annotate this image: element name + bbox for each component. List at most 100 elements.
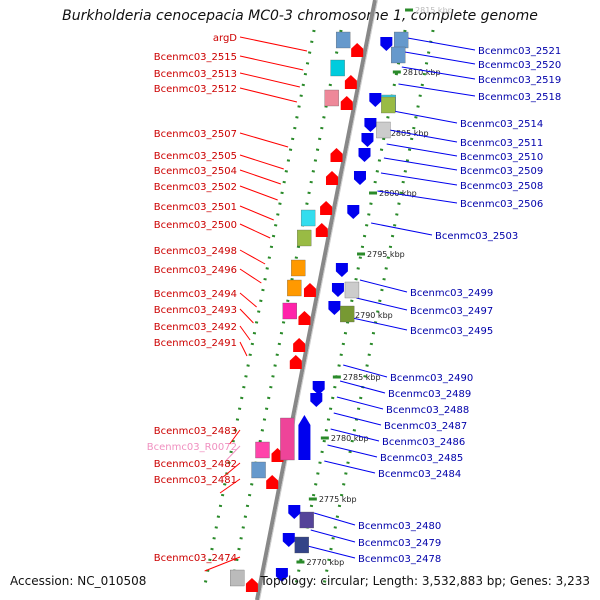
gene-label-right: Bcenmc03_2487 xyxy=(384,421,467,432)
gene-label-left: Bcenmc03_2507 xyxy=(154,129,237,140)
gene-leader-right xyxy=(389,129,458,143)
gene-leader-right xyxy=(327,444,378,458)
gene-leader-right xyxy=(310,529,356,543)
gene-feature-left xyxy=(291,259,306,277)
gene-label-right: Bcenmc03_2499 xyxy=(410,288,493,299)
gene-label-right: Bcenmc03_2519 xyxy=(478,75,561,86)
gene-leader-left xyxy=(239,223,271,239)
gene-leader-left xyxy=(219,478,241,494)
gene-leader-right xyxy=(336,396,384,410)
gene-label-right: Bcenmc03_2521 xyxy=(478,46,561,57)
gene-leader-right xyxy=(407,37,476,51)
gene-leader-right xyxy=(404,51,476,65)
gene-leader-left xyxy=(239,36,308,52)
scale-tick-label: 2775 kbp xyxy=(319,495,357,504)
accession-text: Accession: NC_010508 xyxy=(10,574,147,588)
gene-leader-right xyxy=(398,83,476,97)
gene-label-left: Bcenmc03_2505 xyxy=(154,151,237,162)
topology-text: Topology: circular; Length: 3,532,883 bp… xyxy=(260,574,590,588)
gene-feature-right xyxy=(391,46,406,64)
gene-label-right: Bcenmc03_2478 xyxy=(358,554,441,565)
gene-leader-right xyxy=(401,66,476,80)
gene-feature-right xyxy=(364,118,377,132)
gene-feature-right xyxy=(312,381,325,395)
gene-leader-right xyxy=(343,364,388,378)
scale-tick-label: 2795 kbp xyxy=(367,250,405,259)
gene-feature-right xyxy=(358,148,371,162)
gene-leader-left xyxy=(239,341,248,357)
gene-feature-left xyxy=(335,31,351,49)
gene-leader-right xyxy=(359,279,408,293)
gene-feature-left xyxy=(298,311,311,325)
gene-label-left: Bcenmc03_2474 xyxy=(154,553,237,564)
gene-label-right: Bcenmc03_2518 xyxy=(478,92,561,103)
gene-label-left: Bcenmc03_2502 xyxy=(154,182,237,193)
gene-feature-left xyxy=(325,171,338,185)
gene-feature-left xyxy=(255,441,270,459)
gene-feature-left xyxy=(297,229,312,247)
gene-leader-left xyxy=(239,55,304,71)
gene-label-right: Bcenmc03_2506 xyxy=(460,199,543,210)
backbone-highlight xyxy=(258,0,378,600)
gene-leader-left xyxy=(229,429,241,445)
gene-label-left: Bcenmc03_2492 xyxy=(154,322,237,333)
gene-leader-left xyxy=(222,462,241,478)
gene-label-left: Bcenmc03_2494 xyxy=(154,289,237,300)
gene-label-right: Bcenmc03_2520 xyxy=(478,60,561,71)
gene-leader-left xyxy=(239,154,284,170)
gene-feature-right-large xyxy=(298,415,311,460)
gene-feature-left xyxy=(330,148,343,162)
gene-leader-right xyxy=(386,143,458,157)
gene-label-left: Bcenmc03_2481 xyxy=(154,475,237,486)
scale-tick-label: 2800 kbp xyxy=(379,189,417,198)
gene-leader-right xyxy=(393,110,458,124)
gene-leader-left xyxy=(239,249,266,265)
gene-leader-right xyxy=(371,222,433,236)
scale-tick-label: 2780 kbp xyxy=(331,434,369,443)
gene-leader-left xyxy=(204,556,241,572)
gene-leader-right xyxy=(377,190,458,204)
gene-feature-right xyxy=(282,533,295,547)
gene-leader-right xyxy=(333,412,382,426)
gene-feature-left xyxy=(287,279,302,297)
gene-feature-right xyxy=(335,263,348,277)
gene-leader-right xyxy=(352,317,408,331)
gene-label-left: Bcenmc03_2500 xyxy=(154,220,237,231)
gene-feature-right xyxy=(328,301,341,315)
gene-feature-left xyxy=(303,283,316,297)
gene-leader-left xyxy=(239,185,278,201)
gene-feature-right xyxy=(275,568,288,582)
gene-feature-right xyxy=(294,536,309,554)
gene-feature-right xyxy=(381,96,396,114)
gene-feature-left xyxy=(293,338,306,352)
gene-feature-right xyxy=(288,505,301,519)
gene-label-right: Bcenmc03_2480 xyxy=(358,521,441,532)
gene-label-right: Bcenmc03_2509 xyxy=(460,166,543,177)
gene-leader-right xyxy=(307,545,356,559)
gene-feature-right xyxy=(393,31,409,49)
gene-feature-right xyxy=(299,511,314,529)
gene-label-right: Bcenmc03_2514 xyxy=(460,119,543,130)
gene-feature-right xyxy=(380,37,393,51)
gene-label-left: Bcenmc03_2515 xyxy=(154,52,237,63)
gene-label-left: Bcenmc03_2483 xyxy=(154,426,237,437)
gene-feature-left xyxy=(330,59,345,77)
gene-label-right: Bcenmc03_2489 xyxy=(388,389,471,400)
gene-feature-left-large xyxy=(280,417,295,461)
gene-leader-left xyxy=(226,445,241,461)
gene-feature-left xyxy=(324,89,339,107)
gene-leader-right xyxy=(380,172,458,186)
gene-feature-left xyxy=(344,75,357,89)
gene-feature-left xyxy=(320,201,333,215)
gene-label-right: Bcenmc03_2479 xyxy=(358,538,441,549)
gene-leader-left xyxy=(239,205,274,221)
gene-feature-right xyxy=(331,283,344,297)
gene-label-right: Bcenmc03_2510 xyxy=(460,152,543,163)
scale-tick-label: 2810 kbp xyxy=(403,68,441,77)
gene-feature-right xyxy=(340,305,355,323)
gene-label-left: Bcenmc03_2496 xyxy=(154,265,237,276)
gene-label-left: Bcenmc03_2513 xyxy=(154,69,237,80)
gene-feature-right xyxy=(344,281,360,299)
gene-leader-left xyxy=(239,292,257,308)
gene-label-right: Bcenmc03_2495 xyxy=(410,326,493,337)
